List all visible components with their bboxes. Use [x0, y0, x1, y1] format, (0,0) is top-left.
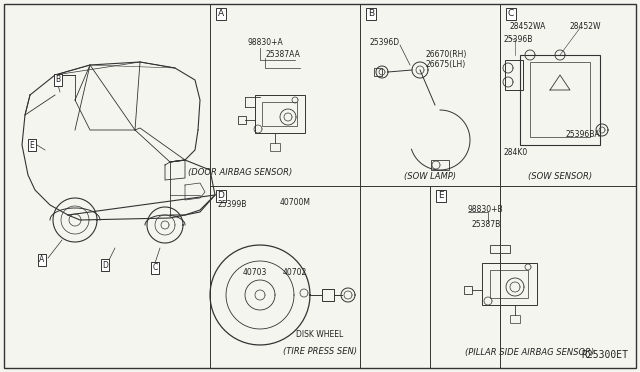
Text: B: B [368, 10, 374, 19]
Text: 26670(RH): 26670(RH) [425, 50, 467, 59]
Text: A: A [218, 10, 224, 19]
Text: 28452WA: 28452WA [510, 22, 547, 31]
Text: 98830+B: 98830+B [468, 205, 504, 214]
Text: 26675(LH): 26675(LH) [425, 60, 465, 69]
Text: (DOOR AIRBAG SENSOR): (DOOR AIRBAG SENSOR) [188, 168, 292, 177]
Text: 284K0: 284K0 [503, 148, 527, 157]
Text: (PILLAR SIDE AIRBAG SENSOR): (PILLAR SIDE AIRBAG SENSOR) [465, 348, 595, 357]
Text: (SOW SENSOR): (SOW SENSOR) [528, 172, 592, 181]
Text: 25396D: 25396D [370, 38, 400, 47]
Text: 25399B: 25399B [218, 200, 248, 209]
Text: 25396B: 25396B [503, 35, 532, 44]
Bar [431, 160, 449, 170]
Bar [505, 60, 523, 90]
Text: C: C [152, 263, 157, 273]
Text: (SOW LAMP): (SOW LAMP) [404, 172, 456, 181]
Bar [510, 315, 520, 323]
Bar [490, 270, 528, 298]
Bar [255, 95, 305, 133]
Text: 28452W: 28452W [570, 22, 602, 31]
Bar [238, 116, 246, 124]
Bar [520, 55, 600, 145]
Bar [482, 263, 537, 305]
Bar [530, 62, 590, 137]
Text: B: B [56, 76, 61, 84]
Text: E: E [29, 141, 35, 150]
Bar [374, 68, 382, 76]
Text: 25387AA: 25387AA [265, 50, 300, 59]
Text: 25387B: 25387B [472, 220, 501, 229]
Text: D: D [218, 192, 225, 201]
Text: A: A [40, 256, 45, 264]
Text: DISK WHEEL: DISK WHEEL [296, 330, 344, 339]
Bar [464, 286, 472, 294]
Text: C: C [508, 10, 514, 19]
Text: 40702: 40702 [283, 268, 307, 277]
Text: E: E [438, 192, 444, 201]
Text: D: D [102, 260, 108, 269]
Bar [490, 245, 510, 253]
Text: (TIRE PRESS SEN): (TIRE PRESS SEN) [283, 347, 357, 356]
Bar [270, 143, 280, 151]
Text: R25300ET: R25300ET [581, 350, 628, 360]
Text: 40703: 40703 [243, 268, 267, 277]
Text: 25396BA: 25396BA [565, 130, 600, 139]
Bar [262, 102, 297, 126]
Text: 40700M: 40700M [280, 198, 310, 207]
Bar [322, 289, 334, 301]
Text: 98830+A: 98830+A [248, 38, 284, 47]
